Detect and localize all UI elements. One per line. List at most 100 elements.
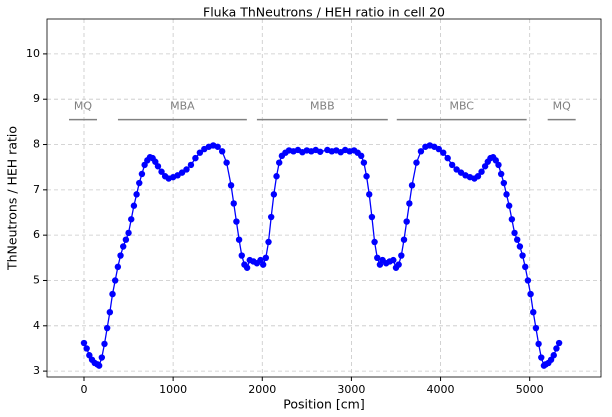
y-axis-label: ThNeutrons / HEH ratio	[5, 126, 20, 271]
data-point	[223, 159, 230, 166]
data-point	[395, 261, 402, 268]
data-point	[276, 159, 283, 166]
data-point	[183, 166, 190, 173]
data-point	[192, 154, 199, 162]
data-point	[500, 179, 508, 187]
data-point	[374, 254, 381, 262]
data-point	[550, 352, 557, 359]
data-point	[80, 339, 88, 347]
data-point	[125, 229, 132, 237]
data-point	[196, 149, 204, 156]
data-point	[408, 182, 416, 189]
data-point	[111, 277, 119, 284]
data-point	[532, 324, 540, 332]
data-point	[453, 166, 460, 173]
data-point	[235, 236, 243, 243]
data-point	[136, 179, 143, 187]
data-point	[478, 168, 485, 175]
data-point	[178, 169, 186, 176]
y-tick-label: 8	[33, 138, 40, 151]
data-point	[158, 168, 165, 175]
data-point	[138, 170, 146, 178]
data-point	[406, 200, 413, 207]
data-point	[519, 252, 526, 259]
data-point	[474, 173, 482, 180]
data-point	[522, 263, 529, 271]
x-tick-label: 3000	[337, 383, 365, 396]
data-point	[227, 182, 235, 189]
x-axis-label: Position [cm]	[283, 397, 364, 412]
data-point	[259, 261, 267, 268]
data-point	[360, 159, 368, 166]
data-point	[98, 354, 106, 361]
data-point	[398, 252, 405, 259]
y-tick-label: 9	[33, 92, 40, 105]
data-point	[273, 173, 280, 180]
data-point	[440, 149, 447, 156]
data-point	[133, 191, 140, 198]
y-tick-label: 3	[33, 364, 40, 377]
y-tick-label: 7	[33, 183, 40, 196]
annotation-label: MQ	[553, 100, 571, 113]
data-point	[495, 161, 502, 169]
annotation-label: MBC	[449, 100, 474, 113]
data-point	[524, 277, 532, 284]
annotation-label: MBB	[310, 100, 335, 113]
data-point	[555, 339, 563, 347]
data-point	[505, 202, 513, 209]
data-point	[417, 148, 425, 155]
data-point	[368, 213, 376, 221]
data-point	[83, 345, 90, 352]
data-point	[270, 191, 278, 198]
data-point	[114, 263, 122, 271]
annotation-label: MBA	[170, 100, 195, 113]
data-point	[120, 243, 127, 250]
plot-frame	[46, 18, 602, 378]
y-tick-label: 6	[33, 228, 40, 241]
data-point	[233, 218, 240, 225]
data-point	[497, 170, 505, 178]
x-tick-label: 5000	[516, 383, 544, 396]
series-line	[83, 144, 560, 367]
data-point	[267, 213, 275, 221]
data-point	[317, 148, 324, 155]
data-point	[238, 252, 245, 259]
data-point	[218, 148, 226, 155]
data-point	[553, 345, 560, 352]
data-point	[109, 290, 116, 298]
data-point	[503, 191, 510, 198]
data-point	[371, 238, 378, 246]
data-point	[363, 173, 370, 180]
data-point	[265, 238, 272, 246]
x-tick-label: 0	[80, 383, 87, 396]
chart-title: Fluka ThNeutrons / HEH ratio in cell 20	[203, 5, 445, 20]
data-point	[435, 145, 442, 153]
data-point	[516, 243, 524, 250]
data-point	[400, 236, 408, 243]
data-point	[187, 161, 195, 169]
data-point	[527, 290, 534, 298]
data-point	[101, 340, 108, 348]
data-point	[535, 340, 542, 348]
data-point	[243, 264, 251, 271]
data-point	[130, 202, 138, 209]
data-point	[413, 159, 420, 166]
data-point	[511, 229, 518, 237]
data-point	[230, 200, 237, 207]
data-point	[103, 324, 111, 332]
data-point	[530, 308, 537, 316]
y-tick-label: 5	[33, 273, 40, 286]
x-tick-label: 1000	[159, 383, 187, 396]
y-tick-label: 10	[26, 47, 40, 60]
annotation-label: MQ	[74, 100, 92, 113]
data-point	[366, 191, 373, 198]
data-point	[95, 362, 103, 369]
x-tick-label: 4000	[427, 383, 455, 396]
data-point	[448, 161, 456, 169]
data-point	[262, 254, 270, 262]
data-point	[128, 216, 135, 223]
data-point	[538, 354, 545, 361]
data-point	[358, 152, 365, 160]
data-point	[117, 252, 124, 259]
